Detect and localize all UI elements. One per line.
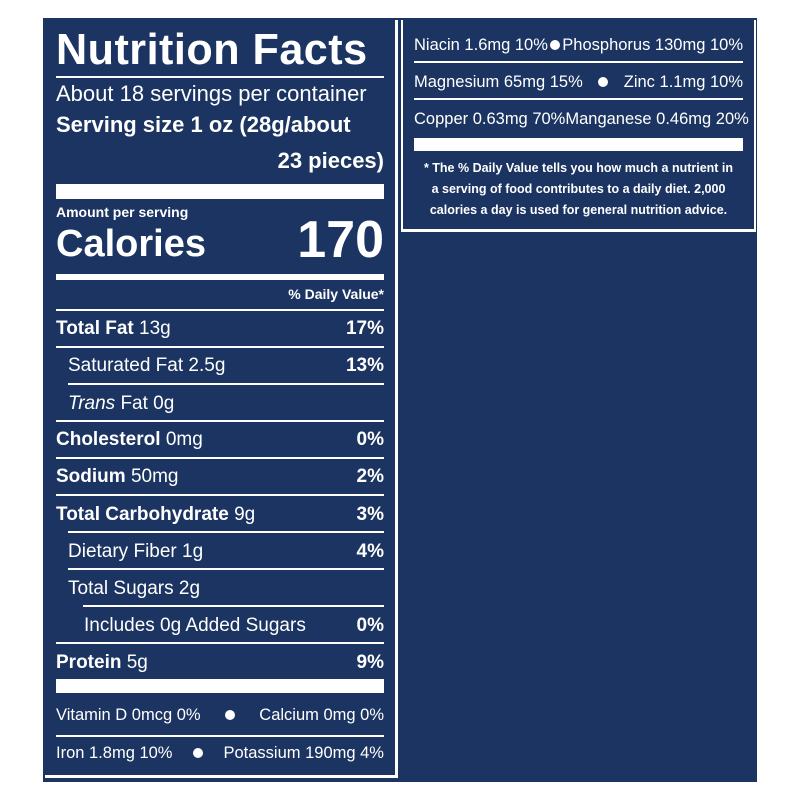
nutrient-dv: 4% <box>356 541 384 562</box>
nutrition-facts-panel: Nutrition Facts About 18 servings per co… <box>45 20 398 778</box>
supplemental-panel: Niacin 1.6mg 10% Phosphorus 130mg 10% Mag… <box>401 20 756 232</box>
nutrient-dv: 0% <box>356 429 384 450</box>
divider <box>56 457 384 459</box>
nutrient-row-total-sugars: Total Sugars 2g <box>68 577 384 601</box>
nutrient-amount: 50mg <box>130 466 179 487</box>
nutrient-dv: 2% <box>356 466 384 487</box>
nutrient-dv: 3% <box>356 504 384 525</box>
mineral-item: Iron 1.8mg 10% <box>56 744 173 762</box>
nutrient-dv: 9% <box>356 652 384 673</box>
label-title: Nutrition Facts <box>56 25 368 74</box>
nutrient-name: Dietary Fiber <box>68 541 177 562</box>
mineral-item: Phosphorus 130mg 10% <box>562 36 743 54</box>
nutrient-name: Includes 0g Added Sugars <box>84 615 306 636</box>
nutrient-dv: 13% <box>345 355 384 376</box>
mineral-item: Magnesium 65mg 15% <box>414 73 583 91</box>
divider <box>56 642 384 644</box>
footnote-line: calories a day is used for general nutri… <box>429 203 728 217</box>
divider <box>68 531 384 533</box>
thick-divider <box>56 184 384 199</box>
mineral-row: Vitamin D 0mcg 0% Calcium 0mg 0% <box>56 704 384 726</box>
nutrient-name: Cholesterol <box>56 429 161 450</box>
nutrient-row-trans-fat: Trans Fat 0g <box>68 392 384 416</box>
divider <box>56 494 384 496</box>
footnote-line: a serving of food contributes to a daily… <box>431 182 726 196</box>
nutrient-row-sodium: Sodium 50mg <box>56 465 384 489</box>
divider <box>68 568 384 570</box>
serving-size-line2: 23 pieces) <box>277 148 384 173</box>
divider <box>414 61 743 63</box>
thick-divider <box>414 138 743 151</box>
nutrient-amount: 9g <box>234 504 256 525</box>
divider <box>68 383 384 385</box>
nutrient-name: Total Fat <box>56 318 134 339</box>
mineral-item: Vitamin D 0mcg 0% <box>56 706 201 724</box>
divider <box>56 420 384 422</box>
nutrient-amount: 1g <box>182 541 204 562</box>
servings-per-container: About 18 servings per container <box>56 81 367 106</box>
bullet-icon <box>550 40 561 50</box>
nutrient-row-total-carbohydrate: Total Carbohydrate 9g <box>56 503 384 527</box>
nutrient-row-protein: Protein 5g <box>56 651 384 675</box>
daily-value-header: % Daily Value* <box>288 286 384 302</box>
bullet-icon <box>598 77 609 87</box>
nutrient-name: Trans <box>68 393 116 414</box>
nutrient-name: Saturated Fat <box>68 355 184 376</box>
nutrient-row-saturated-fat: Saturated Fat 2.5g <box>68 354 384 378</box>
mineral-item: Copper 0.63mg 70% <box>414 110 566 128</box>
mineral-item: Potassium 190mg 4% <box>223 744 384 762</box>
mineral-item: Manganese 0.46mg 20% <box>565 110 749 128</box>
nutrient-amount: Fat 0g <box>120 393 175 414</box>
nutrient-amount: 2g <box>178 578 201 599</box>
mineral-row: Niacin 1.6mg 10% Phosphorus 130mg 10% <box>414 34 743 56</box>
nutrient-amount: 0mg <box>165 429 203 450</box>
bullet-icon <box>192 748 203 758</box>
bullet-icon <box>224 710 235 720</box>
divider <box>83 605 384 607</box>
mineral-row: Magnesium 65mg 15% Zinc 1.1mg 10% <box>414 71 743 93</box>
nutrient-row-dietary-fiber: Dietary Fiber 1g <box>68 540 384 564</box>
nutrient-name: Protein <box>56 652 122 673</box>
mineral-item: Calcium 0mg 0% <box>259 706 384 724</box>
mineral-row: Iron 1.8mg 10% Potassium 190mg 4% <box>56 742 384 764</box>
divider <box>56 346 384 348</box>
divider <box>56 274 384 280</box>
nutrient-name: Total Carbohydrate <box>56 504 229 525</box>
nutrient-name: Total Sugars <box>68 578 174 599</box>
nutrient-dv: 0% <box>356 615 384 636</box>
divider <box>56 76 384 78</box>
divider <box>56 309 384 311</box>
nutrient-row-cholesterol: Cholesterol 0mg <box>56 428 384 452</box>
footnote: * The % Daily Value tells you how much a… <box>414 158 743 221</box>
nutrient-row-total-fat: Total Fat 13g <box>56 317 384 341</box>
footnote-line: * The % Daily Value tells you how much a… <box>423 161 734 175</box>
mineral-item: Zinc 1.1mg 10% <box>623 73 743 91</box>
nutrient-amount: 13g <box>139 318 171 339</box>
mineral-row: Copper 0.63mg 70% Manganese 0.46mg 20% <box>414 108 749 130</box>
nutrient-name: Sodium <box>56 466 126 487</box>
thick-divider <box>56 679 384 693</box>
divider <box>414 98 743 100</box>
nutrient-amount: 2.5g <box>188 355 226 376</box>
calories-label: Calories <box>56 223 206 265</box>
divider <box>56 735 384 737</box>
serving-size-line1: Serving size 1 oz (28g/about <box>56 112 351 137</box>
nutrient-row-added-sugars: Includes 0g Added Sugars <box>84 614 384 638</box>
calories-value: 170 <box>297 211 384 269</box>
amount-per-serving: Amount per serving <box>56 204 189 220</box>
nutrient-amount: 5g <box>126 652 148 673</box>
nutrient-dv: 17% <box>345 318 384 339</box>
mineral-item: Niacin 1.6mg 10% <box>414 36 548 54</box>
